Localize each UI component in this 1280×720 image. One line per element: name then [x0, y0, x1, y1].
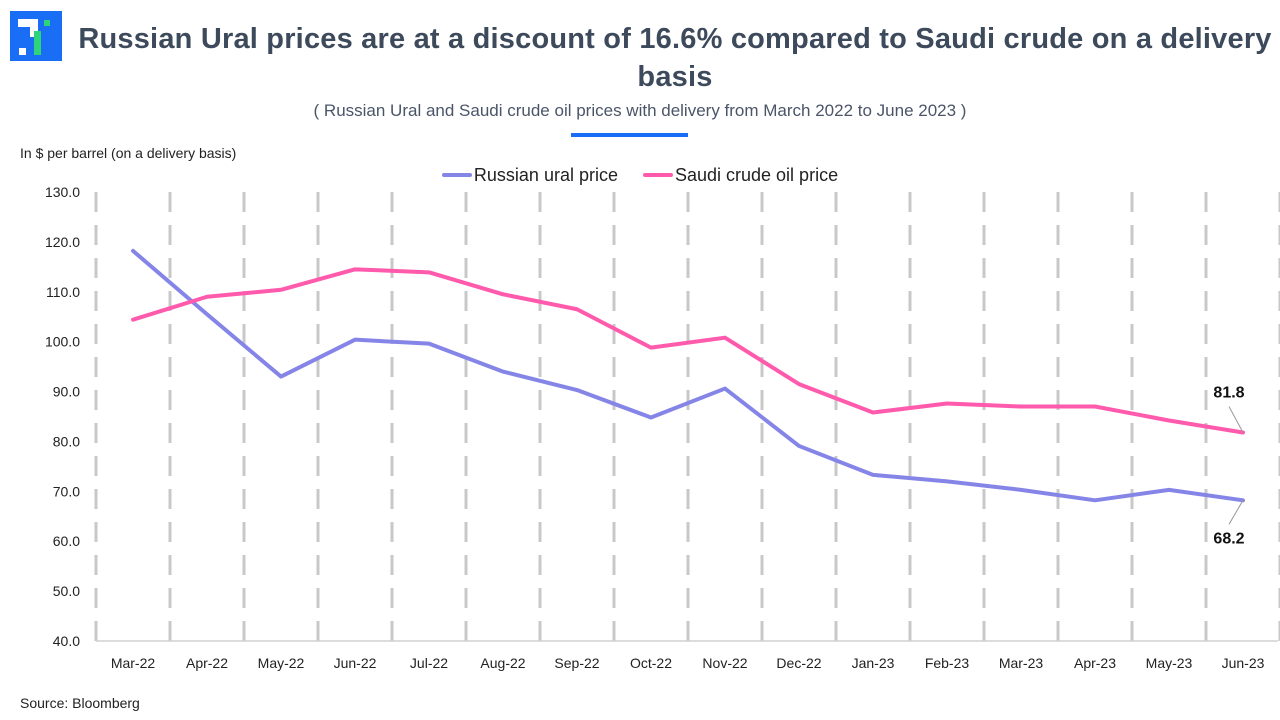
y-tick-label: 110.0: [46, 284, 80, 300]
x-tick-label: Nov-22: [702, 655, 747, 671]
x-tick-label: Dec-22: [776, 655, 821, 671]
y-tick-label: 80.0: [53, 433, 80, 449]
x-tick-label: Apr-23: [1074, 655, 1116, 671]
y-axis-ticks: 40.0 50.0 60.0 70.0 80.0 90.0 100.0 110.0 120.0 1…: [45, 184, 80, 649]
data-label-leader: [1228, 500, 1244, 525]
legend: Russian ural price Saudi crude oil price: [0, 161, 1280, 186]
data-label-saudi-end: 81.8: [1213, 384, 1244, 401]
x-tick-label: Aug-22: [480, 655, 525, 671]
y-tick-label: 120.0: [45, 234, 80, 250]
x-tick-label: Mar-22: [111, 655, 156, 671]
y-tick-label: 130.0: [45, 184, 80, 200]
legend-label-russian: Russian ural price: [473, 164, 618, 185]
x-tick-label: Jun-22: [334, 655, 377, 671]
x-tick-label: Mar-23: [999, 655, 1044, 671]
series-line-saudi: [131, 267, 1245, 435]
legend-item-russian: Russian ural price: [441, 164, 618, 186]
x-tick-label: Jul-22: [410, 655, 448, 671]
data-label-russian-end: 68.2: [1213, 530, 1244, 547]
x-tick-label: Sep-22: [554, 655, 599, 671]
x-tick-label: May-22: [258, 655, 305, 671]
series-lines: [131, 248, 1245, 503]
x-tick-label: Feb-23: [925, 655, 970, 671]
chart-title: Russian Ural prices are at a discount of…: [78, 23, 1272, 93]
y-tick-label: 70.0: [53, 483, 80, 499]
legend-item-saudi: Saudi crude oil price: [642, 164, 839, 186]
x-tick-label: Jan-23: [852, 655, 895, 671]
y-tick-label: 60.0: [53, 533, 80, 549]
legend-swatch-saudi: [642, 173, 673, 177]
series-line-russian: [131, 248, 1245, 503]
legend-label-saudi: Saudi crude oil price: [674, 164, 839, 185]
grid-lines: [94, 192, 1280, 642]
y-tick-label: 100.0: [45, 334, 80, 350]
brand-logo-icon: [10, 11, 62, 61]
x-tick-label: Jun-23: [1222, 655, 1265, 671]
y-tick-label: 40.0: [53, 633, 80, 649]
x-tick-label: Apr-22: [186, 655, 228, 671]
y-axis-label: In $ per barrel (on a delivery basis): [20, 145, 237, 161]
data-label-leader: [1228, 406, 1244, 433]
y-tick-label: 90.0: [53, 384, 80, 400]
y-tick-label: 50.0: [53, 583, 80, 599]
data-labels: 68.2 81.8: [1213, 384, 1244, 547]
legend-swatch-russian: [441, 173, 472, 177]
title-accent-divider: [571, 133, 688, 137]
x-axis-ticks: Mar-22 Apr-22 May-22 Jun-22 Jul-22 Aug-22 Sep-…: [111, 655, 1265, 671]
chart-subtitle: ( Russian Ural and Saudi crude oil price…: [313, 101, 967, 120]
source-note: Source: Bloomberg: [20, 695, 140, 711]
x-tick-label: May-23: [1146, 655, 1193, 671]
x-tick-label: Oct-22: [630, 655, 672, 671]
